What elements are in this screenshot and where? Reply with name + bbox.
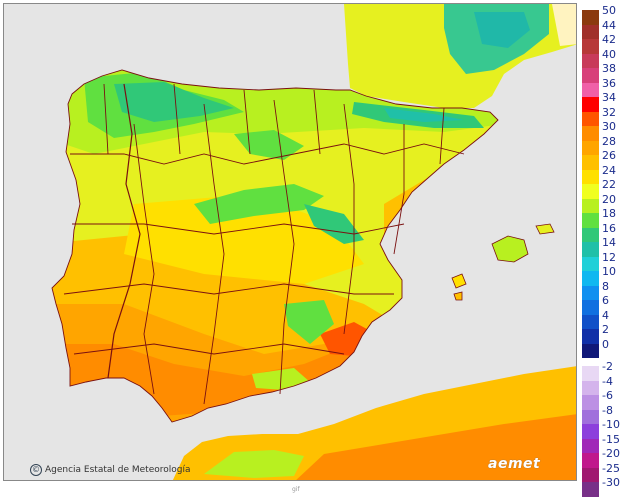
legend-swatch-positive-9 bbox=[582, 140, 599, 155]
legend-label-positive-18: 10 bbox=[602, 265, 616, 278]
legend-swatch-negative-1 bbox=[582, 380, 599, 395]
legend-swatch-negative-6 bbox=[582, 453, 599, 468]
temperature-legend: 50 44 42 40 38 36 34 32 30 28 26 24 22 20 18 16 14 12 10 8 6… bbox=[582, 5, 630, 497]
legend-swatch-positive-23 bbox=[582, 343, 599, 358]
aemet-logo: aemet bbox=[488, 456, 541, 472]
legend-swatch-positive-0 bbox=[582, 10, 599, 25]
legend-label-negative-1: -4 bbox=[602, 374, 613, 388]
legend-swatch-negative-0 bbox=[582, 366, 599, 381]
legend-label-positive-13: 20 bbox=[602, 192, 616, 206]
legend-label-positive-12: 22 bbox=[602, 178, 616, 191]
legend-label-positive-10: 26 bbox=[602, 149, 616, 162]
legend-label-negative-8: -30 bbox=[602, 476, 620, 489]
legend-swatch-positive-4 bbox=[582, 68, 599, 83]
legend-label-positive-8: 30 bbox=[602, 120, 616, 133]
legend-label-positive-16: 14 bbox=[602, 236, 616, 249]
legend-label-positive-11: 24 bbox=[602, 163, 616, 177]
legend-swatch-positive-8 bbox=[582, 126, 599, 141]
legend-swatch-negative-2 bbox=[582, 395, 599, 410]
legend-label-positive-5: 36 bbox=[602, 76, 616, 90]
copyright-icon: © bbox=[30, 464, 42, 476]
menorca bbox=[535, 223, 555, 235]
legend-swatch-negative-8 bbox=[582, 482, 599, 497]
ibiza bbox=[451, 273, 467, 289]
iberia-temperature-fields bbox=[52, 70, 498, 422]
legend-label-positive-19: 8 bbox=[602, 279, 609, 293]
legend-label-positive-20: 6 bbox=[602, 294, 609, 307]
province-borders bbox=[51, 69, 499, 423]
legend-label-negative-2: -6 bbox=[602, 389, 613, 402]
legend-label-positive-9: 28 bbox=[602, 134, 616, 148]
legend-swatch-positive-3 bbox=[582, 53, 599, 68]
legend-label-positive-14: 18 bbox=[602, 207, 616, 220]
legend-label-positive-0: 50 bbox=[602, 4, 616, 17]
credit-text: Agencia Estatal de Meteorología bbox=[45, 465, 191, 475]
legend-swatch-positive-6 bbox=[582, 97, 599, 112]
legend-label-negative-0: -2 bbox=[602, 360, 613, 373]
switzerland-light bbox=[552, 4, 576, 46]
formentera bbox=[453, 291, 463, 301]
legend-label-positive-3: 40 bbox=[602, 47, 616, 61]
legend-label-positive-2: 42 bbox=[602, 33, 616, 46]
portugal-border bbox=[107, 83, 141, 379]
legend-label-negative-3: -8 bbox=[602, 403, 613, 417]
legend-swatch-positive-15 bbox=[582, 227, 599, 242]
legend-swatch-negative-7 bbox=[582, 467, 599, 482]
legend-label-positive-17: 12 bbox=[602, 250, 616, 264]
legend-swatch-positive-19 bbox=[582, 285, 599, 300]
legend-label-positive-21: 4 bbox=[602, 308, 609, 322]
legend-label-negative-6: -20 bbox=[602, 447, 620, 460]
legend-swatch-positive-10 bbox=[582, 155, 599, 170]
legend-swatch-positive-18 bbox=[582, 271, 599, 286]
france-lake-area bbox=[474, 12, 530, 48]
legend-swatch-positive-1 bbox=[582, 24, 599, 39]
legend-swatch-positive-16 bbox=[582, 242, 599, 257]
legend-swatch-positive-14 bbox=[582, 213, 599, 228]
agency-credit: © Agencia Estatal de Meteorología bbox=[30, 464, 191, 476]
legend-label-negative-4: -10 bbox=[602, 418, 620, 431]
mallorca bbox=[491, 235, 529, 263]
legend-label-positive-15: 16 bbox=[602, 221, 616, 235]
legend-label-negative-5: -15 bbox=[602, 432, 620, 446]
legend-label-positive-4: 38 bbox=[602, 62, 616, 75]
footer-mark: gif bbox=[292, 486, 300, 493]
legend-label-positive-6: 34 bbox=[602, 91, 616, 104]
legend-swatch-positive-20 bbox=[582, 300, 599, 315]
legend-swatch-negative-4 bbox=[582, 424, 599, 439]
legend-swatch-positive-11 bbox=[582, 169, 599, 184]
legend-label-positive-7: 32 bbox=[602, 105, 616, 119]
legend-swatch-positive-22 bbox=[582, 329, 599, 344]
africa-hot-band bbox=[296, 414, 576, 480]
legend-swatch-negative-5 bbox=[582, 438, 599, 453]
legend-swatch-negative-3 bbox=[582, 409, 599, 424]
legend-label-positive-23: 0 bbox=[602, 337, 609, 351]
legend-label-positive-22: 2 bbox=[602, 323, 609, 336]
legend-swatch-positive-17 bbox=[582, 256, 599, 271]
temperature-map bbox=[3, 3, 577, 481]
legend-swatch-positive-7 bbox=[582, 111, 599, 126]
map-canvas bbox=[51, 4, 576, 480]
legend-label-positive-1: 44 bbox=[602, 18, 616, 32]
legend-swatch-positive-2 bbox=[582, 39, 599, 54]
legend-swatch-positive-21 bbox=[582, 314, 599, 329]
legend-swatch-positive-12 bbox=[582, 184, 599, 199]
legend-swatch-positive-13 bbox=[582, 198, 599, 213]
legend-label-negative-7: -25 bbox=[602, 461, 620, 475]
africa-mountains bbox=[204, 450, 304, 478]
legend-swatch-positive-5 bbox=[582, 82, 599, 97]
